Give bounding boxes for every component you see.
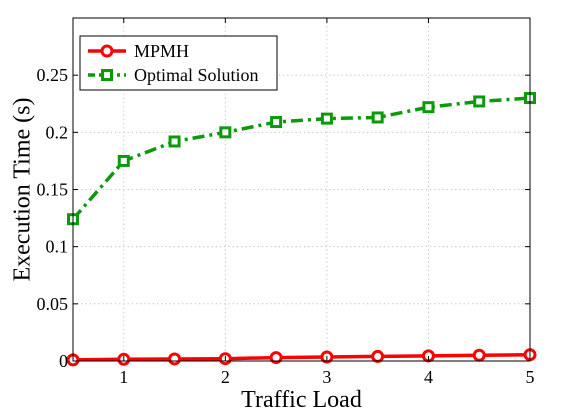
legend-marker-optimal-solution — [101, 69, 113, 81]
x-tick-label: 4 — [424, 367, 433, 387]
data-point-mpmh — [168, 352, 182, 366]
x-tick-label: 3 — [322, 367, 331, 387]
x-axis-title: Traffic Load — [241, 387, 362, 413]
data-point-optimal-solution — [168, 135, 181, 148]
data-point-optimal-solution — [270, 116, 283, 129]
series-line-optimal-solution — [71, 96, 531, 221]
x-tick-label: 2 — [221, 367, 230, 387]
series-line-mpmh — [72, 352, 531, 362]
legend-label-optimal-solution: Optimal Solution — [134, 65, 259, 85]
y-tick-label: 0.05 — [37, 294, 69, 314]
data-point-optimal-solution — [473, 95, 486, 108]
y-axis-title: Execution Time (s) — [10, 98, 36, 282]
data-point-optimal-solution — [117, 154, 130, 167]
data-point-mpmh — [371, 349, 385, 363]
x-tick-label: 1 — [119, 367, 128, 387]
data-point-optimal-solution — [320, 112, 333, 125]
y-tick-label: 0.25 — [37, 65, 69, 85]
tick-layer: 1 2 3 4 5 0 0.05 0.1 0.15 0.2 0.25 — [37, 18, 535, 387]
data-point-mpmh — [269, 351, 283, 365]
y-tick-label: 0 — [59, 351, 68, 371]
series-optimal-solution — [67, 92, 536, 226]
legend-entry-optimal-solution: Optimal Solution — [88, 65, 259, 85]
data-point-mpmh — [472, 348, 486, 362]
series-layer — [66, 92, 537, 367]
y-tick-label: 0.15 — [37, 180, 69, 200]
data-point-optimal-solution — [371, 111, 384, 124]
y-tick-label: 0.1 — [46, 237, 69, 257]
legend-entry-mpmh: MPMH — [88, 41, 189, 61]
series-mpmh — [66, 348, 537, 367]
x-tick-label: 5 — [526, 367, 535, 387]
data-point-optimal-solution — [422, 101, 435, 114]
legend-label-mpmh: MPMH — [134, 41, 189, 61]
legend-marker-mpmh — [100, 44, 114, 58]
y-tick-label: 0.2 — [46, 122, 69, 142]
legend: MPMH Optimal Solution — [79, 35, 278, 91]
data-point-optimal-solution — [219, 126, 232, 139]
